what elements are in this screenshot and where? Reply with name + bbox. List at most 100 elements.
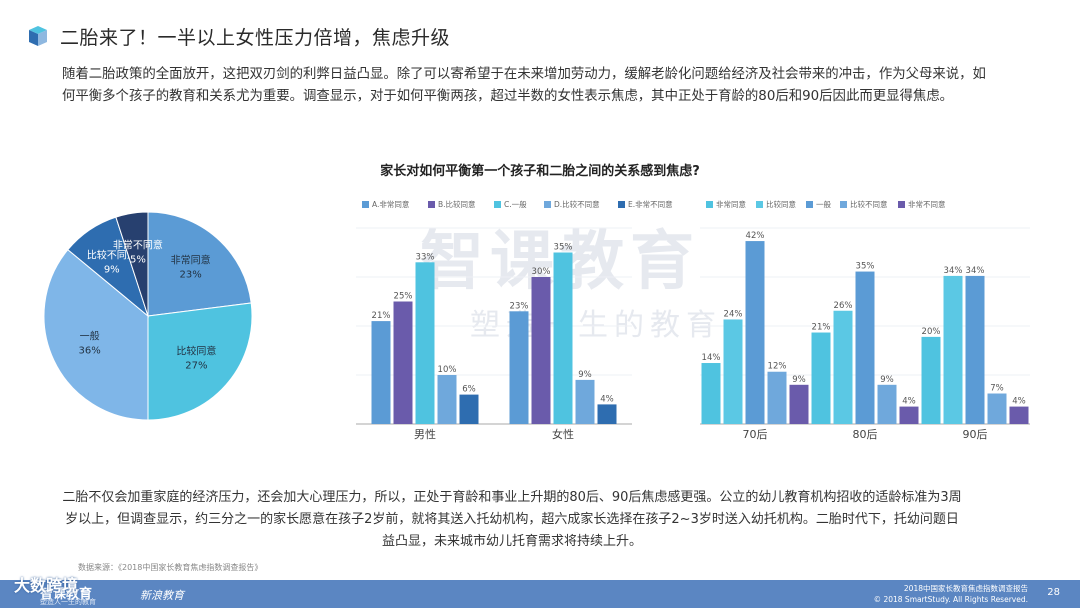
- footer-report-name: 2018中国家长教育焦虑指数调查报告: [903, 584, 1028, 593]
- legend-swatch: [362, 201, 369, 208]
- chart-title: 家长对如何平衡第一个孩子和二胎之间的关系感到焦虑?: [380, 164, 700, 179]
- pie-slice-value: 9%: [104, 265, 120, 276]
- bar: [531, 277, 551, 424]
- bar-value-label: 30%: [532, 267, 551, 277]
- book-icon: [29, 26, 47, 46]
- x-tick-label: 女性: [552, 427, 574, 441]
- bar-value-label: 9%: [880, 375, 894, 385]
- bar: [553, 252, 573, 424]
- pie-slice: [147, 211, 252, 317]
- bar: [437, 375, 457, 424]
- bar: [371, 321, 391, 424]
- legend-label: 非常同意: [716, 199, 746, 209]
- x-tick-label: 90后: [963, 428, 988, 441]
- footer-copyright: © 2018 SmartStudy. All Rights Reserved.: [873, 595, 1028, 604]
- bar-value-label: 9%: [578, 370, 592, 380]
- bar-value-label: 25%: [394, 292, 413, 302]
- pie-slice: [147, 302, 253, 421]
- legend-swatch: [806, 201, 813, 208]
- pie-slice-label: 比较不同意: [87, 249, 137, 262]
- bar: [789, 384, 809, 424]
- pie-slice-value: 27%: [185, 361, 207, 372]
- legend-swatch: [756, 201, 763, 208]
- x-tick-label: 男性: [414, 427, 436, 441]
- bar: [943, 275, 963, 424]
- pie-slice-label: 非常不同意: [113, 238, 163, 251]
- bar-value-label: 7%: [990, 384, 1004, 394]
- x-tick-label: 70后: [743, 428, 768, 441]
- pie-slice-label: 非常同意: [171, 254, 211, 267]
- legend-swatch: [618, 201, 625, 208]
- bar: [987, 393, 1007, 424]
- bar-value-label: 35%: [856, 262, 875, 272]
- pie-slice-value: 36%: [79, 345, 101, 356]
- legend-label: C.一般: [504, 199, 527, 209]
- page-title: 二胎来了！一半以上女性压力倍增，焦虑升级: [60, 26, 451, 49]
- legend-swatch: [898, 201, 905, 208]
- bar: [459, 394, 479, 424]
- bar: [921, 336, 941, 424]
- bar-value-label: 34%: [966, 266, 985, 276]
- logo-overlay: 大数跨境: [14, 576, 79, 595]
- legend-swatch: [494, 201, 501, 208]
- bar-value-label: 6%: [462, 385, 476, 395]
- bar-value-label: 9%: [792, 375, 806, 385]
- bar: [575, 379, 595, 424]
- bar-value-label: 42%: [746, 231, 765, 241]
- bar-value-label: 20%: [922, 327, 941, 337]
- bar-value-label: 21%: [812, 323, 831, 333]
- footer-brand-sub: 塑造人一生的教育: [40, 598, 96, 606]
- legend-label: 比较不同意: [850, 199, 888, 209]
- legend-label: E.非常不同意: [628, 199, 673, 209]
- bar-value-label: 24%: [724, 309, 743, 319]
- legend-label: A.非常同意: [372, 199, 409, 209]
- bar: [965, 275, 985, 424]
- legend-label: 比较同意: [766, 199, 796, 209]
- legend-label: D.比较不同意: [554, 199, 600, 209]
- pie-slice: [43, 249, 149, 421]
- bar: [833, 310, 853, 424]
- legend-label: 非常不同意: [908, 199, 946, 209]
- bar-value-label: 23%: [510, 301, 529, 311]
- pie-slice-value: 23%: [180, 270, 202, 281]
- bar: [877, 384, 897, 424]
- legend-label: 一般: [816, 199, 831, 209]
- bar: [393, 301, 413, 424]
- bar: [745, 241, 765, 424]
- bar: [899, 406, 919, 424]
- intro-paragraph: 随着二胎政策的全面放开，这把双刃剑的利弊日益凸显。除了可以寄希望于在未来增加劳动…: [62, 67, 986, 104]
- bar: [1009, 406, 1029, 424]
- bar-value-label: 26%: [834, 301, 853, 311]
- footer-brand: 智课教育: [40, 587, 93, 602]
- pie-slice-label: 比较同意: [176, 345, 216, 358]
- bar-value-label: 34%: [944, 266, 963, 276]
- footer-partner: 新浪教育: [140, 589, 184, 602]
- page-number: 28: [1047, 587, 1060, 598]
- bar-value-label: 4%: [600, 394, 614, 404]
- source-note: 数据来源：《2018中国家长教育焦虑指数调查报告》: [78, 563, 263, 572]
- bar: [855, 271, 875, 424]
- legend-swatch: [544, 201, 551, 208]
- bar-value-label: 4%: [1012, 397, 1026, 407]
- pie-slice-label: 一般: [80, 329, 100, 342]
- bar: [811, 332, 831, 424]
- legend-swatch: [840, 201, 847, 208]
- bar: [723, 319, 743, 424]
- bar-value-label: 12%: [768, 362, 787, 372]
- bar-value-label: 14%: [702, 353, 721, 363]
- bar-value-label: 4%: [902, 397, 916, 407]
- bar: [415, 262, 435, 424]
- bar-value-label: 33%: [416, 252, 435, 262]
- legend-swatch: [706, 201, 713, 208]
- bar: [509, 311, 529, 424]
- legend-swatch: [428, 201, 435, 208]
- legend-label: B.比较同意: [438, 199, 476, 209]
- bar: [597, 404, 617, 424]
- bar-value-label: 10%: [438, 365, 457, 375]
- pie-slice: [115, 211, 149, 317]
- title-bar: 二胎来了！一半以上女性压力倍增，焦虑升级: [26, 20, 450, 52]
- footer-bar: 智课教育 塑造人一生的教育 新浪教育 2018中国家长教育焦虑指数调查报告 © …: [0, 580, 1080, 608]
- x-tick-label: 80后: [853, 428, 878, 441]
- bar-value-label: 21%: [372, 311, 391, 321]
